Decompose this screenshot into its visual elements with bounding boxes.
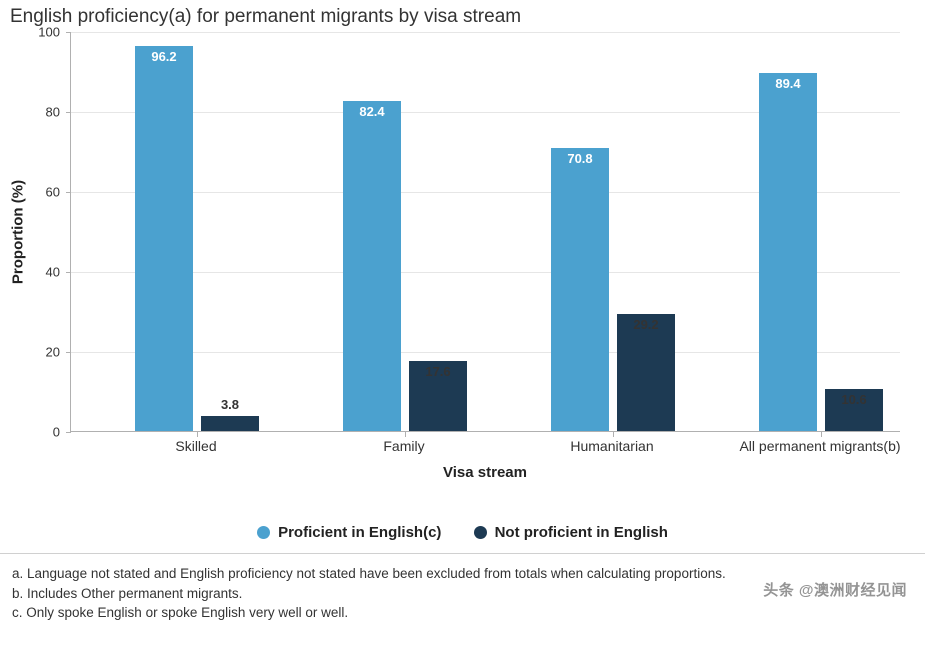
legend-label-not-proficient: Not proficient in English [495, 524, 668, 541]
y-tick-label: 40 [20, 265, 60, 280]
gridline [71, 32, 900, 33]
y-tick-label: 100 [20, 25, 60, 40]
bar-value-label: 82.4 [342, 104, 402, 119]
chart-area: Proportion (%) 96.23.882.417.670.829.289… [70, 32, 900, 462]
y-tick-mark [66, 112, 71, 113]
bar [759, 73, 817, 431]
x-tick-label: Skilled [175, 438, 216, 454]
bar-value-label: 3.8 [200, 397, 260, 412]
y-tick-label: 60 [20, 185, 60, 200]
legend-swatch-proficient [257, 526, 270, 539]
y-tick-mark [66, 352, 71, 353]
legend-swatch-not-proficient [474, 526, 487, 539]
x-tick-label: All permanent migrants(b) [739, 438, 900, 454]
x-tick-mark [197, 432, 198, 437]
bar-value-label: 89.4 [758, 76, 818, 91]
watermark: 头条 @澳洲财经见闻 [763, 579, 907, 600]
footnote-c: c. Only spoke English or spoke English v… [12, 603, 913, 623]
y-tick-label: 0 [20, 425, 60, 440]
bar-value-label: 29.2 [616, 317, 676, 332]
y-tick-mark [66, 32, 71, 33]
plot-region: 96.2 3.8 82.4 17.6 70.8 29.2 89.4 10.6 [70, 32, 900, 432]
legend-item-not-proficient: Not proficient in English [474, 524, 668, 541]
legend: Proficient in English(c) Not proficient … [0, 524, 925, 543]
y-tick-mark [66, 192, 71, 193]
bar [135, 46, 193, 431]
bar [343, 101, 401, 431]
bar-value-label: 70.8 [550, 151, 610, 166]
y-tick-mark [66, 432, 71, 433]
x-axis-label: Visa stream [443, 464, 527, 481]
x-tick-label: Family [383, 438, 424, 454]
chart-title: English proficiency(a) for permanent mig… [0, 0, 925, 32]
bar [201, 416, 259, 431]
y-tick-mark [66, 272, 71, 273]
legend-label-proficient: Proficient in English(c) [278, 524, 441, 541]
y-tick-label: 80 [20, 105, 60, 120]
y-tick-label: 20 [20, 345, 60, 360]
legend-item-proficient: Proficient in English(c) [257, 524, 441, 541]
bar-value-label: 96.2 [134, 49, 194, 64]
x-tick-label: Humanitarian [570, 438, 653, 454]
x-tick-mark [821, 432, 822, 437]
bar [551, 148, 609, 431]
bar-value-label: 17.6 [408, 364, 468, 379]
x-tick-mark [405, 432, 406, 437]
x-tick-mark [613, 432, 614, 437]
bar-value-label: 10.6 [824, 392, 884, 407]
